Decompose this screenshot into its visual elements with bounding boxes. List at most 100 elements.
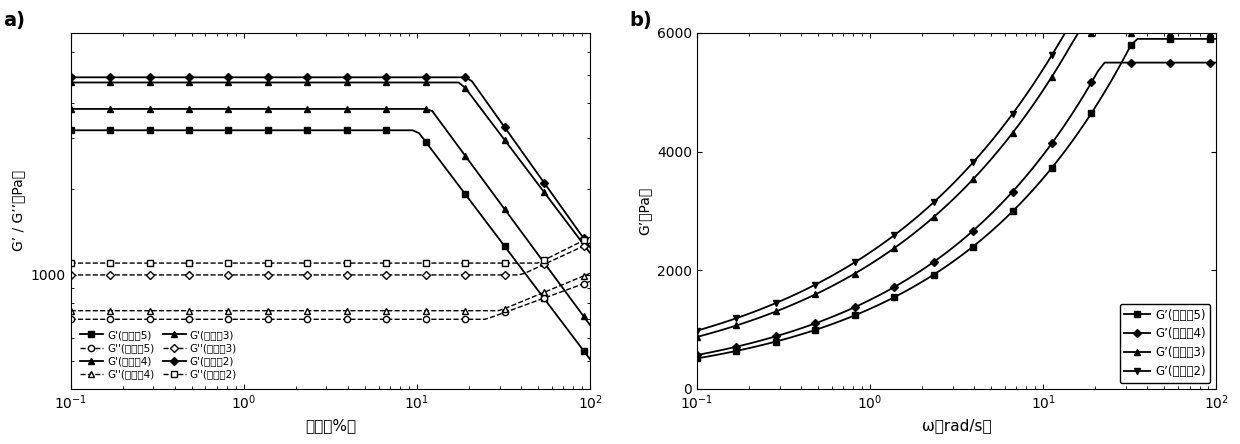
G'(实施兙5) <box>523 278 538 284</box>
X-axis label: 应变（%）: 应变（%） <box>305 418 356 433</box>
G'(实施兙5) <box>998 215 1013 221</box>
G'(实施兙5) <box>63 127 78 133</box>
G'(实施兙4) <box>583 322 598 328</box>
G''(实施兙2) <box>63 261 78 266</box>
Line: G'(实施兙5): G'(实施兙5) <box>67 127 593 362</box>
G''(实施兙4) <box>398 308 413 313</box>
G''(实施兙5) <box>583 279 598 284</box>
G'(实施兙3) <box>398 80 413 85</box>
G''(实施兙3) <box>418 272 433 278</box>
G''(实施兙2) <box>294 261 309 266</box>
G'(实施兙5) <box>398 127 413 133</box>
X-axis label: ω（rad/s）: ω（rad/s） <box>921 418 992 433</box>
G'(实施兙4) <box>63 106 78 111</box>
Line: G''(实施兙3): G''(实施兙3) <box>67 240 593 278</box>
G''(实施兙4) <box>63 308 78 313</box>
Line: G'(实施兙2): G'(实施兙2) <box>67 74 593 250</box>
G''(实施兙4) <box>294 308 309 313</box>
G'(实施兙5) <box>418 139 433 145</box>
Line: G'(实施兙4): G'(实施兙4) <box>67 105 594 329</box>
G'(实施兙2) <box>920 206 935 211</box>
G'(实施兙5) <box>1006 209 1021 214</box>
G'(实施兙2) <box>1044 52 1059 58</box>
G''(实施兙4) <box>583 270 598 276</box>
G'(实施兙2) <box>1024 83 1039 88</box>
G''(实施兙2) <box>398 261 413 266</box>
G''(实施兙4) <box>379 308 394 313</box>
G'(实施兙4) <box>523 242 538 248</box>
G'(实施兙2) <box>379 75 394 80</box>
G''(实施兙5) <box>418 317 433 322</box>
G'(实施兙2) <box>372 75 387 80</box>
G'(实施兙3) <box>920 220 935 226</box>
G''(实施兙4) <box>418 308 433 313</box>
G'(实施兙4) <box>418 106 433 111</box>
G''(实施兙5) <box>294 317 309 322</box>
G''(实施兙2) <box>372 261 387 266</box>
G''(实施兙3) <box>379 272 394 278</box>
G'(实施兙3) <box>1209 30 1224 36</box>
G'(实施兙4) <box>1209 60 1224 65</box>
Y-axis label: G’（Pa）: G’（Pa） <box>637 187 651 235</box>
G'(实施兙3) <box>998 139 1013 144</box>
Line: G'(实施兙3): G'(实施兙3) <box>67 79 594 257</box>
G'(实施兙5) <box>1044 165 1059 170</box>
G'(实施兙4) <box>379 106 394 111</box>
G'(实施兙2) <box>583 245 598 250</box>
G''(实施兙2) <box>583 234 598 240</box>
G'(实施兙3) <box>1044 74 1059 79</box>
G''(实施兙4) <box>523 295 538 301</box>
G'(实施兙3) <box>294 80 309 85</box>
G''(实施兙5) <box>523 300 538 305</box>
G'(实施兙5) <box>1024 188 1039 194</box>
G'(实施兙3) <box>418 80 433 85</box>
G'(实施兙4) <box>1024 166 1039 171</box>
G'(实施兙4) <box>1044 140 1059 146</box>
G'(实施兙5) <box>689 356 704 361</box>
Line: G'(实施兙3): G'(实施兙3) <box>693 29 1220 341</box>
G'(实施兙3) <box>63 80 78 85</box>
G'(实施兙4) <box>1097 60 1112 65</box>
G'(实施兙2) <box>294 75 309 80</box>
Legend: G'(实施兙5), G''(实施兙5), G'(实施兙4), G''(实施兙4), G'(实施兙3), G''(实施兙3), G'(实施兙2), G''(实施兙: G'(实施兙5), G''(实施兙5), G'(实施兙4), G''(实施兙4)… <box>76 326 242 384</box>
G'(实施兙2) <box>398 75 413 80</box>
G'(实施兙3) <box>1071 30 1086 36</box>
Text: a): a) <box>4 11 25 30</box>
G'(实施兙5) <box>583 357 598 362</box>
G''(实施兙2) <box>379 261 394 266</box>
G''(实施兙5) <box>398 317 413 322</box>
G'(实施兙5) <box>379 127 394 133</box>
G'(实施兙3) <box>523 172 538 178</box>
G'(实施兙5) <box>294 127 309 133</box>
Line: G'(实施兙4): G'(实施兙4) <box>693 59 1219 358</box>
G'(实施兙3) <box>1006 130 1021 135</box>
G'(实施兙2) <box>1058 30 1073 36</box>
G'(实施兙4) <box>689 353 704 358</box>
G'(实施兙3) <box>689 334 704 340</box>
Line: G'(实施兙2): G'(实施兙2) <box>693 29 1220 334</box>
G''(实施兙3) <box>523 268 538 273</box>
Legend: G’(实施兙5), G’(实施兙4), G’(实施兙3), G’(实施兙2): G’(实施兙5), G’(实施兙4), G’(实施兙3), G’(实施兙2) <box>1120 304 1210 383</box>
G'(实施兙4) <box>1006 189 1021 194</box>
Y-axis label: G’ / G’’（Pa）: G’ / G’’（Pa） <box>11 170 25 251</box>
G'(实施兙2) <box>523 162 538 167</box>
G'(实施兙2) <box>1006 111 1021 116</box>
Line: G''(实施兙5): G''(实施兙5) <box>67 278 593 322</box>
Line: G''(实施兙2): G''(实施兙2) <box>67 234 593 266</box>
G'(实施兙2) <box>998 120 1013 125</box>
G'(实施兙5) <box>372 127 387 133</box>
G''(实施兙3) <box>294 272 309 278</box>
G''(实施兙2) <box>418 261 433 266</box>
G'(实施兙4) <box>920 264 935 269</box>
G'(实施兙2) <box>418 75 433 80</box>
G'(实施兙2) <box>689 328 704 333</box>
G'(实施兙2) <box>63 75 78 80</box>
G'(实施兙3) <box>379 80 394 85</box>
G''(实施兙5) <box>372 317 387 322</box>
G'(实施兙4) <box>372 106 387 111</box>
G''(实施兙3) <box>63 272 78 278</box>
G'(实施兙4) <box>998 196 1013 202</box>
G'(实施兙3) <box>1157 30 1172 36</box>
Text: b): b) <box>630 11 652 30</box>
G'(实施兙5) <box>920 276 935 281</box>
